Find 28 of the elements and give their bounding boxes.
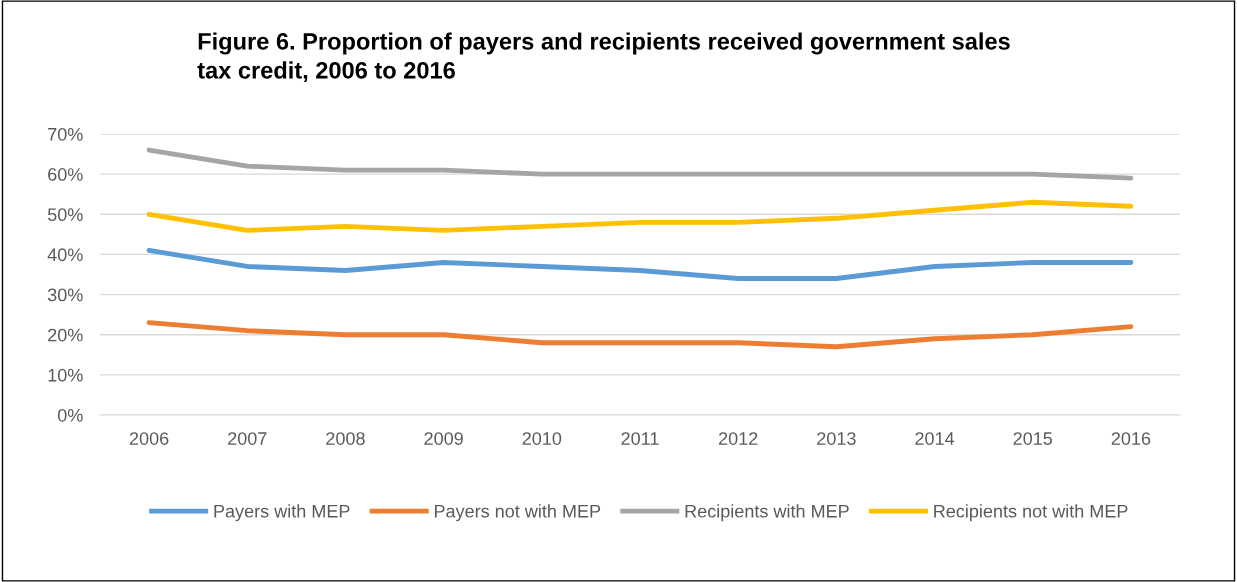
x-tick-label: 2006 — [129, 432, 169, 445]
legend-label: Payers not with MEP — [434, 504, 601, 522]
line-series — [146, 247, 1134, 281]
line-series — [146, 320, 1134, 350]
x-tick-label: 2011 — [621, 432, 659, 445]
legend-label: Recipients not with MEP — [934, 504, 1128, 522]
y-tick-label: 50% — [47, 208, 83, 222]
y-tick-label: 10% — [48, 368, 83, 382]
x-tick-label: 2014 — [915, 432, 955, 445]
chart-title: Figure 6. Proportion of payers and recipients received government sales tax credit, 2006 to 2016 — [197, 32, 1010, 83]
y-tick-label: 0% — [57, 408, 83, 422]
x-tick-label: 2007 — [228, 432, 267, 445]
x-tick-label: 2010 — [522, 432, 562, 445]
y-tick-label: 40% — [47, 248, 83, 262]
y-tick-label: 60% — [48, 168, 83, 181]
legend-label: Payers with MEP — [214, 504, 350, 522]
x-tick-label: 2012 — [719, 432, 758, 445]
x-tick-label: 2009 — [424, 432, 463, 445]
y-tick-label: 30% — [47, 288, 83, 302]
x-tick-label: 2013 — [817, 432, 856, 445]
line-series — [146, 147, 1134, 181]
y-tick-label: 20% — [48, 328, 83, 342]
y-tick-label: 70% — [48, 127, 83, 141]
legend-label: Recipients with MEP — [685, 504, 849, 522]
line-series — [146, 199, 1134, 233]
x-tick-label: 2015 — [1013, 432, 1053, 445]
x-tick-label: 2016 — [1111, 432, 1151, 445]
x-tick-label: 2008 — [326, 432, 365, 445]
